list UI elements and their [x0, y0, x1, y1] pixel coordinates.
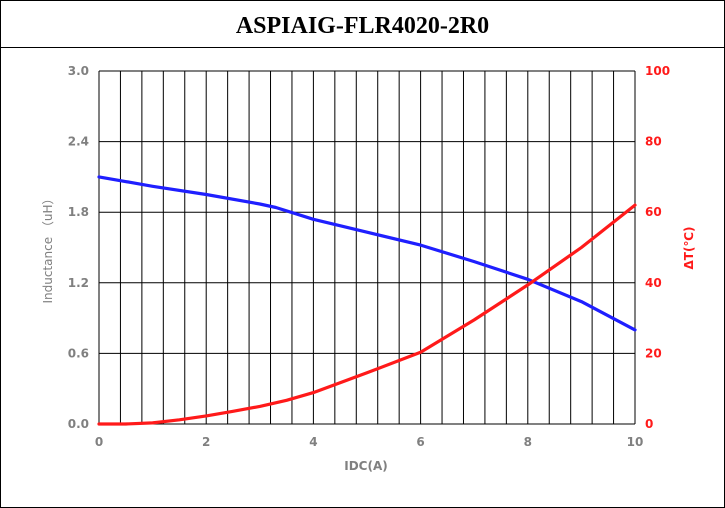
x-tick-label: 10 [627, 435, 644, 449]
y-tick-label: 1.8 [68, 205, 89, 219]
y2-tick-label: 40 [645, 276, 662, 290]
y-tick-label: 3.0 [68, 64, 89, 78]
y2-tick-label: 0 [645, 417, 653, 431]
y2-tick-label: 80 [645, 135, 662, 149]
y2-tick-label: 100 [645, 64, 670, 78]
y-tick-label: 0.6 [68, 346, 89, 360]
y-tick-label: 1.2 [68, 276, 89, 290]
y2-tick-label: 60 [645, 205, 662, 219]
title-row: ASPIAIG-FLR4020-2R0 [1, 1, 724, 48]
y-tick-label: 0.0 [68, 417, 89, 431]
inductance-curve [97, 175, 637, 332]
x-tick-label: 2 [202, 435, 210, 449]
y2-tick-label: 20 [645, 346, 662, 360]
y2-axis-label: ΔT(℃) [682, 227, 696, 270]
chart-title: ASPIAIG-FLR4020-2R0 [235, 12, 490, 39]
x-axis-label: IDC(A) [344, 459, 388, 473]
y-tick-label: 2.4 [68, 135, 89, 149]
tick-layer: 0.0 0.6 1.2 1.8 2.4 3.0 0 20 40 60 80 100 0 2 4 6 8 10 [68, 64, 670, 449]
temperature-rise-curve [97, 203, 637, 426]
x-tick-label: 4 [309, 435, 317, 449]
grid-layer [98, 70, 636, 425]
x-tick-label: 0 [95, 435, 103, 449]
x-tick-label: 8 [524, 435, 532, 449]
x-tick-label: 6 [416, 435, 424, 449]
series-layer [97, 175, 637, 426]
y-axis-label: Inductance （uH） [41, 192, 55, 303]
